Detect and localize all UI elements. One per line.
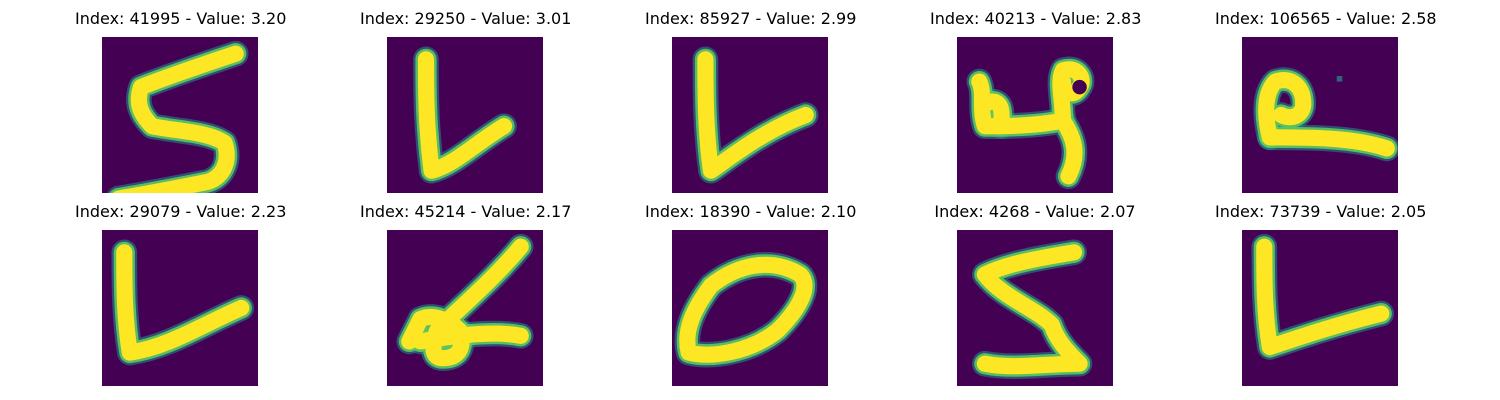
digit-image [387,37,543,193]
digit-stroke [1261,129,1395,157]
panel-title: Index: 4268 - Value: 2.07 [934,202,1136,221]
digit-stroke [1256,238,1390,356]
digit-stroke [412,325,529,350]
digit-stroke [976,244,1088,375]
digit-image [102,37,258,193]
panel-title: Index: 41995 - Value: 3.20 [75,9,287,28]
digit-stroke [116,244,250,361]
digit-stroke [1052,61,1090,129]
digit-panel-7: Index: 45214 - Value: 2.17 [360,202,572,388]
digit-image [1242,37,1398,193]
digit-image [957,37,1113,193]
panel-title: Index: 106565 - Value: 2.58 [1215,9,1437,28]
digit-stroke [401,238,529,367]
digit-stroke [679,256,813,363]
stray-pixel [1336,76,1343,82]
digit-image [672,230,828,386]
digit-image [102,230,258,386]
digit-image [387,230,543,386]
digit-stroke [1258,72,1312,146]
panel-title: Index: 29250 - Value: 3.01 [360,9,572,28]
digit-image [1242,230,1398,386]
digit-hole [1072,79,1087,95]
digit-image [672,37,828,193]
digit-panel-3: Index: 85927 - Value: 2.99 [645,9,857,195]
digit-stroke [112,45,244,193]
digit-panel-8: Index: 18390 - Value: 2.10 [645,202,857,388]
digit-panel-1: Index: 41995 - Value: 3.20 [75,9,287,195]
digit-stroke [976,93,1010,135]
panel-title: Index: 73739 - Value: 2.05 [1215,202,1427,221]
digit-stroke [697,51,814,179]
digit-image [957,230,1113,386]
digit-panel-4: Index: 40213 - Value: 2.83 [930,9,1142,195]
digit-panel-10: Index: 73739 - Value: 2.05 [1215,202,1427,388]
digit-panel-9: Index: 4268 - Value: 2.07 [930,202,1140,388]
panel-title: Index: 40213 - Value: 2.83 [930,9,1142,28]
digit-panel-2: Index: 29250 - Value: 3.01 [360,9,572,195]
digit-panel-6: Index: 29079 - Value: 2.23 [75,202,287,388]
panel-title: Index: 45214 - Value: 2.17 [360,202,572,221]
panel-title: Index: 18390 - Value: 2.10 [645,202,857,221]
digit-panel-5: Index: 106565 - Value: 2.58 [1215,9,1437,195]
digit-stroke [417,51,513,179]
panel-title: Index: 29079 - Value: 2.23 [75,202,287,221]
panel-title: Index: 85927 - Value: 2.99 [645,9,857,28]
image-background [387,37,543,193]
